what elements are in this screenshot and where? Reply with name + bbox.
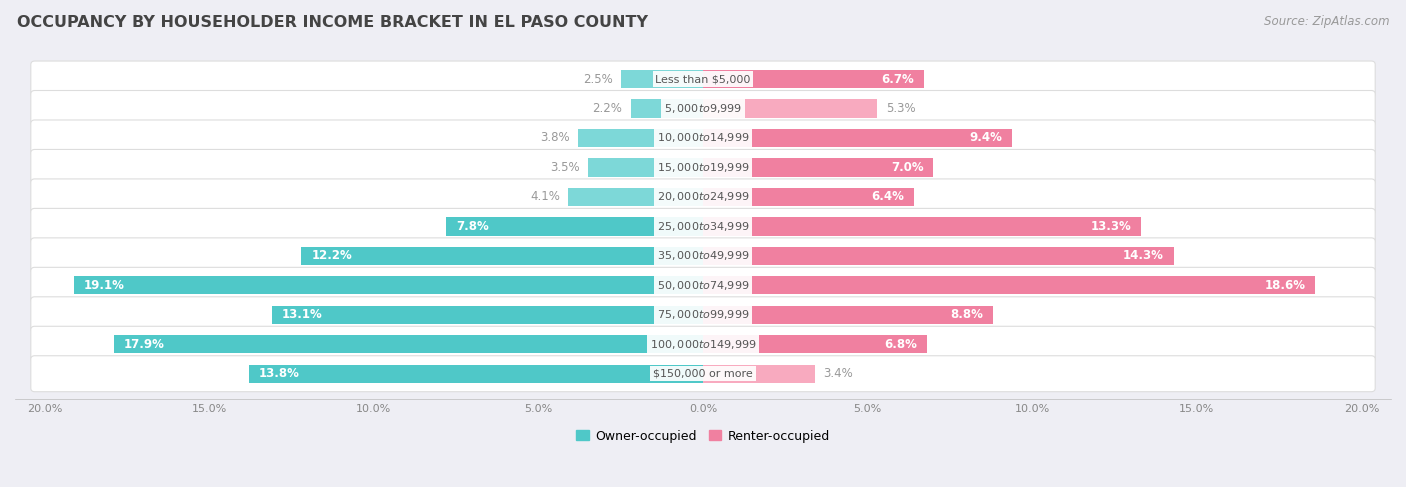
Bar bbox=[271, 306, 703, 324]
Text: $10,000 to $14,999: $10,000 to $14,999 bbox=[657, 131, 749, 145]
FancyBboxPatch shape bbox=[31, 326, 1375, 362]
Text: 13.1%: 13.1% bbox=[281, 308, 322, 321]
Text: 7.8%: 7.8% bbox=[456, 220, 489, 233]
Text: 13.8%: 13.8% bbox=[259, 367, 299, 380]
Bar bbox=[703, 188, 914, 206]
Text: $15,000 to $19,999: $15,000 to $19,999 bbox=[657, 161, 749, 174]
Text: 3.8%: 3.8% bbox=[540, 131, 569, 145]
Text: $50,000 to $74,999: $50,000 to $74,999 bbox=[657, 279, 749, 292]
FancyBboxPatch shape bbox=[31, 150, 1375, 186]
Bar bbox=[446, 217, 703, 236]
FancyBboxPatch shape bbox=[31, 179, 1375, 215]
FancyBboxPatch shape bbox=[31, 356, 1375, 392]
FancyBboxPatch shape bbox=[31, 267, 1375, 303]
Text: 6.7%: 6.7% bbox=[882, 73, 914, 86]
Text: Less than $5,000: Less than $5,000 bbox=[655, 74, 751, 84]
FancyBboxPatch shape bbox=[31, 61, 1375, 97]
Text: 3.5%: 3.5% bbox=[550, 161, 579, 174]
Text: 2.5%: 2.5% bbox=[582, 73, 613, 86]
Text: 9.4%: 9.4% bbox=[970, 131, 1002, 145]
Bar bbox=[249, 365, 703, 383]
Bar bbox=[568, 188, 703, 206]
Bar bbox=[75, 276, 703, 295]
Bar bbox=[703, 365, 815, 383]
Bar bbox=[301, 247, 703, 265]
Text: Source: ZipAtlas.com: Source: ZipAtlas.com bbox=[1264, 15, 1389, 28]
Text: $20,000 to $24,999: $20,000 to $24,999 bbox=[657, 190, 749, 204]
Bar bbox=[703, 335, 927, 354]
Bar bbox=[703, 129, 1012, 147]
Text: $25,000 to $34,999: $25,000 to $34,999 bbox=[657, 220, 749, 233]
Text: 14.3%: 14.3% bbox=[1123, 249, 1164, 262]
Bar bbox=[703, 217, 1140, 236]
Text: $150,000 or more: $150,000 or more bbox=[654, 369, 752, 379]
Bar bbox=[620, 70, 703, 88]
Bar bbox=[630, 99, 703, 118]
Bar bbox=[703, 276, 1315, 295]
Text: 4.1%: 4.1% bbox=[530, 190, 560, 204]
Bar bbox=[578, 129, 703, 147]
Bar bbox=[703, 306, 993, 324]
Text: 5.3%: 5.3% bbox=[886, 102, 915, 115]
Text: OCCUPANCY BY HOUSEHOLDER INCOME BRACKET IN EL PASO COUNTY: OCCUPANCY BY HOUSEHOLDER INCOME BRACKET … bbox=[17, 15, 648, 30]
Text: $75,000 to $99,999: $75,000 to $99,999 bbox=[657, 308, 749, 321]
FancyBboxPatch shape bbox=[31, 91, 1375, 127]
Bar bbox=[703, 158, 934, 177]
Text: 8.8%: 8.8% bbox=[950, 308, 983, 321]
Bar bbox=[588, 158, 703, 177]
FancyBboxPatch shape bbox=[31, 208, 1375, 244]
Text: 13.3%: 13.3% bbox=[1090, 220, 1130, 233]
Text: 18.6%: 18.6% bbox=[1264, 279, 1305, 292]
FancyBboxPatch shape bbox=[31, 297, 1375, 333]
Bar bbox=[703, 247, 1174, 265]
Text: 19.1%: 19.1% bbox=[84, 279, 125, 292]
Legend: Owner-occupied, Renter-occupied: Owner-occupied, Renter-occupied bbox=[571, 425, 835, 448]
FancyBboxPatch shape bbox=[31, 120, 1375, 156]
Text: 6.4%: 6.4% bbox=[870, 190, 904, 204]
Text: 7.0%: 7.0% bbox=[891, 161, 924, 174]
Text: $35,000 to $49,999: $35,000 to $49,999 bbox=[657, 249, 749, 262]
FancyBboxPatch shape bbox=[31, 238, 1375, 274]
Text: 12.2%: 12.2% bbox=[311, 249, 352, 262]
Text: $100,000 to $149,999: $100,000 to $149,999 bbox=[650, 338, 756, 351]
Bar bbox=[703, 99, 877, 118]
Text: 17.9%: 17.9% bbox=[124, 338, 165, 351]
Bar bbox=[703, 70, 924, 88]
Bar bbox=[114, 335, 703, 354]
Text: 6.8%: 6.8% bbox=[884, 338, 917, 351]
Text: 3.4%: 3.4% bbox=[823, 367, 853, 380]
Text: 2.2%: 2.2% bbox=[592, 102, 623, 115]
Text: $5,000 to $9,999: $5,000 to $9,999 bbox=[664, 102, 742, 115]
